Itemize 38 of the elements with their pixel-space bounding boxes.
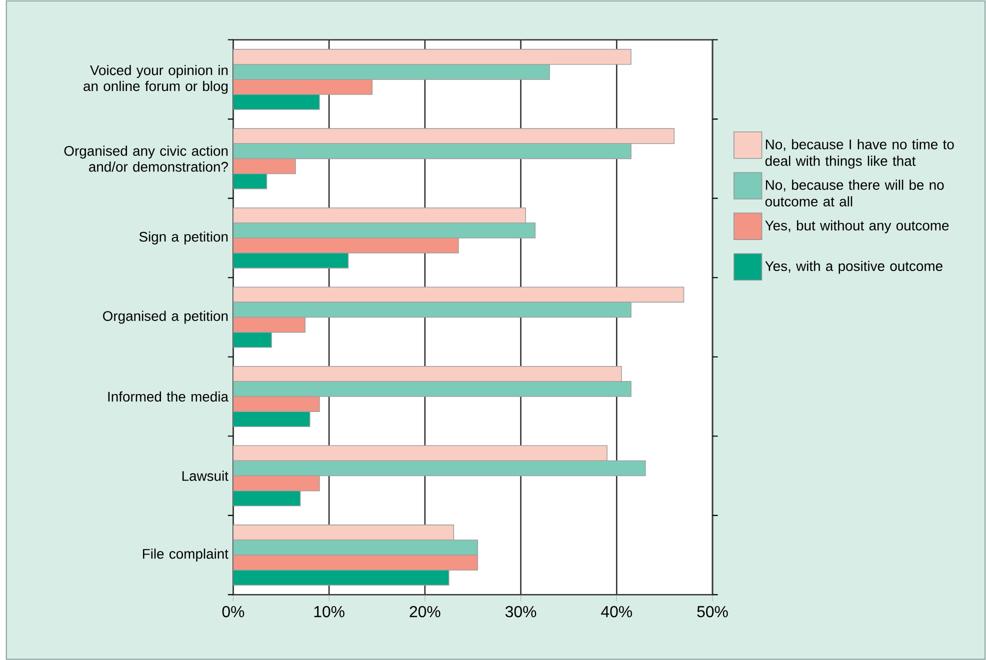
y-tick-label: Organised any civic action and/or demonstration? [64,145,228,172]
x-tick-label: 0% [222,606,244,618]
bar [233,366,622,382]
bar [233,207,526,224]
x-tick-label: 40% [601,606,632,618]
bar [233,460,646,476]
legend-label: Yes, with a positive outcome [765,260,942,274]
x-tick-label: 50% [697,606,728,618]
y-tick-label: Sign a petition [139,231,228,244]
bar [233,524,454,540]
bar [233,396,320,412]
bar [233,445,608,461]
x-tick-label: 30% [505,606,536,618]
bar [233,539,478,556]
bar [233,158,296,174]
bar [233,286,684,302]
bar [233,78,373,95]
y-tick-label: Lawsuit [182,470,228,481]
bar [233,302,632,318]
x-tick-label: 10% [314,606,344,618]
legend-label: Yes, but without any outcome [765,220,949,234]
y-tick-label: Organised a petition [103,310,228,324]
x-tick-label: 20% [410,606,440,618]
bar [233,143,632,159]
legend-label: No, because there will be no outcome at all [765,180,944,206]
bar [233,128,675,144]
bar [233,316,306,333]
bar [233,222,536,238]
bar [233,554,478,570]
bar [233,380,632,397]
bar [233,237,459,254]
bar [233,48,632,65]
bar [233,64,550,80]
legend-label: No, because I have no time to deal with things like that [765,138,954,169]
y-tick-label: Informed the media [108,391,228,402]
y-tick-label: File complaint [142,548,228,562]
y-tick-label: Voiced your opinion in an online forum or blog [84,64,228,94]
bar [233,475,320,492]
